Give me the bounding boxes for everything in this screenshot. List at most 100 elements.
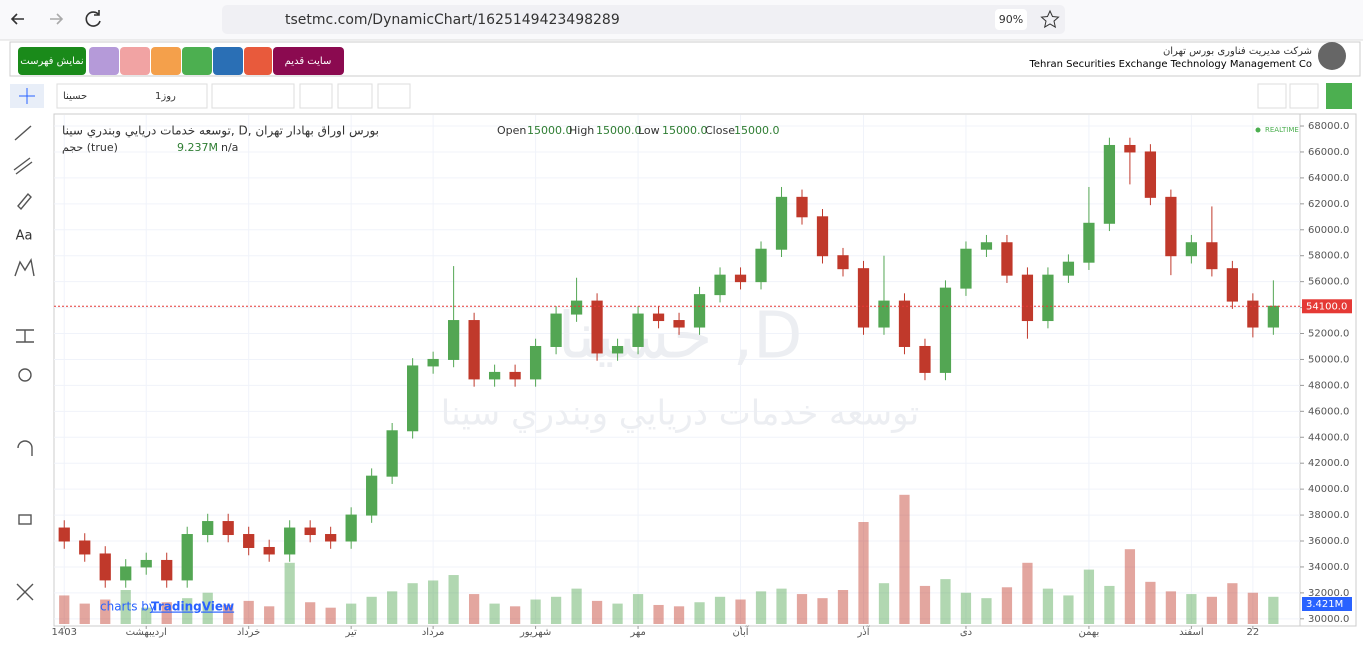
forward-button[interactable]	[50, 13, 64, 25]
candle-body	[1062, 261, 1075, 276]
candle-body	[939, 287, 952, 373]
candle-body	[611, 345, 624, 354]
candle-body	[755, 248, 767, 283]
candle-body	[427, 358, 439, 367]
measure-tool[interactable]	[16, 329, 34, 343]
volume-bar	[550, 596, 562, 624]
volume-bar	[1104, 585, 1115, 624]
volume-bar	[1165, 591, 1177, 624]
x-tick-label: تیر	[344, 627, 357, 638]
volume-bar	[79, 603, 90, 624]
volume-bar	[1083, 569, 1095, 624]
y-tick-label: 38000.0	[1308, 510, 1349, 521]
nav-icon[interactable]	[244, 47, 272, 75]
volume-bar	[714, 596, 726, 624]
x-tick-label: شهریور	[519, 627, 551, 638]
volume-bar	[284, 562, 295, 624]
volume-bar	[632, 594, 644, 624]
candle-body	[386, 430, 398, 477]
nav-icon[interactable]	[151, 47, 181, 75]
volume-bar	[981, 598, 992, 624]
low-label: Low	[638, 124, 660, 137]
candle-body	[1185, 242, 1198, 257]
open-label: Open	[497, 124, 526, 137]
candle-body	[304, 527, 316, 536]
settings-button[interactable]	[299, 83, 333, 109]
candle-body	[775, 196, 788, 250]
zoom-badge[interactable]	[995, 9, 1027, 30]
volume-bar	[366, 596, 377, 624]
y-tick-label: 64000.0	[1308, 173, 1349, 184]
candle-body	[1247, 300, 1259, 328]
volume-bar	[1001, 587, 1013, 624]
symbol-box[interactable]	[56, 83, 208, 109]
list-button[interactable]	[18, 47, 86, 75]
lock-tool[interactable]	[18, 514, 32, 525]
close-value: 15000.0	[734, 124, 780, 137]
last-price-label: 54100.0	[1306, 301, 1347, 312]
symbol-text: حسينا	[63, 91, 87, 102]
volume-bar	[1022, 562, 1033, 624]
volume-badge	[1302, 597, 1352, 611]
y-tick-label: 34000.0	[1308, 562, 1349, 573]
brush-tool[interactable]	[17, 192, 32, 211]
nav-icon[interactable]	[182, 47, 212, 75]
snapshot-button[interactable]	[1326, 83, 1352, 109]
nav-icon[interactable]	[213, 47, 243, 75]
volume-bar	[243, 600, 254, 624]
volume-bar	[899, 494, 910, 624]
trend-tool[interactable]	[14, 125, 32, 141]
candle-body	[1144, 151, 1157, 198]
y-tick-label: 56000.0	[1308, 277, 1349, 288]
text-tool[interactable]: Aa	[16, 229, 33, 244]
candle-body	[878, 300, 890, 328]
open-value: 15000.0	[527, 124, 573, 137]
volume-bar	[1227, 583, 1238, 624]
chart-type-box[interactable]	[211, 83, 295, 109]
candle-body	[140, 559, 152, 568]
company-logo	[1318, 42, 1346, 70]
undo-button[interactable]	[1257, 83, 1287, 109]
volume-legend-value: 9.237M	[177, 141, 218, 154]
nav-icon[interactable]	[89, 47, 119, 75]
remove-tool[interactable]	[16, 583, 34, 601]
x-tick-label: اسفند	[1179, 627, 1203, 638]
y-tick-label: 32000.0	[1308, 588, 1349, 599]
indicator-button[interactable]	[337, 83, 373, 109]
y-tick-label: 30000.0	[1308, 614, 1349, 625]
url-text: tsetmc.com/DynamicChart/1625149423498289	[285, 12, 620, 28]
fib-tool[interactable]	[13, 157, 33, 175]
y-tick-label: 40000.0	[1308, 484, 1349, 495]
volume-bar	[161, 602, 172, 624]
volume-bar	[182, 598, 193, 624]
bookmark-star[interactable]	[1040, 9, 1060, 29]
tool-icons	[13, 125, 35, 601]
candle-body	[1165, 196, 1177, 257]
redo-button[interactable]	[1289, 83, 1319, 109]
volume-bar	[673, 606, 685, 624]
attribution-brand[interactable]: TradingView	[151, 600, 234, 614]
candle-body	[673, 320, 685, 328]
candle-body	[1267, 305, 1279, 328]
nav-icon[interactable]	[120, 47, 150, 75]
y-tick-label: 62000.0	[1308, 199, 1349, 210]
candle-body	[1042, 274, 1054, 322]
volume-bar	[346, 603, 357, 624]
volume-bar	[837, 590, 849, 624]
volume-bar	[694, 602, 705, 624]
magnet-tool[interactable]	[17, 440, 33, 456]
old-site-button[interactable]	[273, 47, 344, 75]
back-button[interactable]	[10, 13, 24, 25]
reload-button[interactable]	[85, 10, 101, 27]
candle-body	[1001, 242, 1013, 276]
candle-body	[652, 313, 665, 322]
pattern-tool[interactable]	[14, 258, 35, 277]
candle-body	[1124, 144, 1136, 153]
compare-button[interactable]	[377, 83, 411, 109]
url-field[interactable]	[222, 5, 1065, 34]
candle-body	[1083, 222, 1095, 263]
zoom-tool[interactable]	[18, 368, 32, 382]
candle-body	[202, 521, 214, 536]
volume-bar	[796, 594, 808, 624]
